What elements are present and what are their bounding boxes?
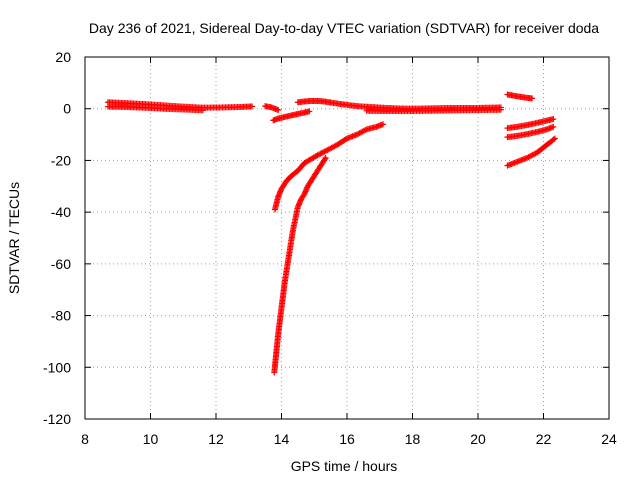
data-point [551, 135, 558, 142]
x-tick-label: 14 [274, 431, 290, 447]
x-tick-label: 12 [208, 431, 224, 447]
x-tick-label: 16 [339, 431, 355, 447]
data-point [306, 108, 313, 115]
data-points [104, 91, 558, 376]
data-point [380, 121, 387, 128]
series-sat-g [271, 154, 329, 376]
y-tick-label: 20 [55, 49, 71, 65]
series-sat-e [363, 106, 504, 115]
series-sat-j [504, 123, 557, 141]
data-point [550, 123, 557, 130]
data-point [321, 156, 328, 163]
y-axis-label: SDTVAR / TECUs [6, 182, 22, 294]
y-tick-label: -100 [43, 359, 71, 375]
series-sat-i [504, 116, 557, 132]
y-tick-label: -120 [43, 411, 71, 427]
x-tick-label: 8 [81, 431, 89, 447]
series-sat-b [262, 103, 282, 114]
data-point [529, 95, 536, 102]
data-point [497, 106, 504, 113]
x-tick-label: 20 [470, 431, 486, 447]
series-sat-f [271, 121, 387, 213]
data-point [199, 107, 206, 114]
data-point [249, 103, 256, 110]
series-sat-k [504, 135, 558, 169]
y-tick-label: -20 [51, 152, 71, 168]
y-tick-label: 0 [63, 101, 71, 117]
series-sat-c [270, 108, 313, 124]
y-tick-label: -40 [51, 204, 71, 220]
x-tick-label: 18 [405, 431, 421, 447]
data-point [322, 154, 329, 161]
data-point [275, 107, 282, 114]
series-sat-a-lower [104, 103, 206, 114]
x-axis-label: GPS time / hours [291, 458, 398, 474]
data-point [550, 136, 557, 143]
x-tick-label: 22 [536, 431, 552, 447]
series-sat-h [504, 91, 536, 102]
data-point [342, 136, 349, 143]
x-tick-label: 10 [143, 431, 159, 447]
y-tick-label: -60 [51, 256, 71, 272]
chart-title: Day 236 of 2021, Sidereal Day-to-day VTE… [89, 20, 599, 36]
data-point [550, 116, 557, 123]
axis-ticks: 8 10 12 14 16 18 20 22 24 20 0 -20 -40 -60 -80 -100 -120 [43, 49, 617, 447]
y-tick-label: -80 [51, 308, 71, 324]
x-tick-label: 24 [601, 431, 617, 447]
